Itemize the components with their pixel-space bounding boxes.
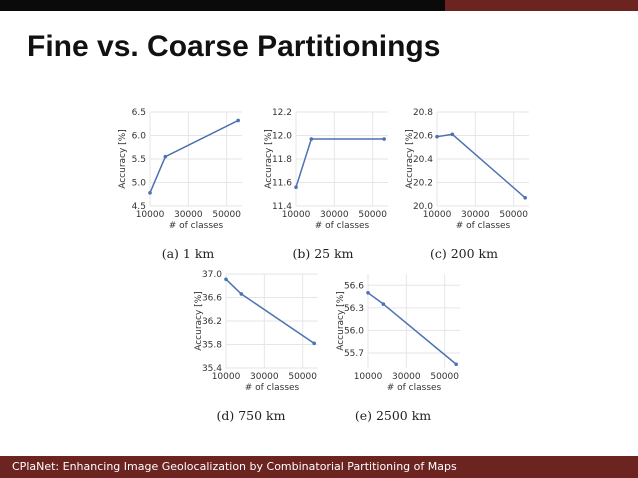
plot-area xyxy=(368,274,460,368)
x-tick-label: 10000 xyxy=(282,210,311,220)
data-point xyxy=(163,154,168,159)
data-point xyxy=(312,341,316,346)
y-tick-label: 5.5 xyxy=(132,155,146,165)
y-tick-label: 12.2 xyxy=(272,108,292,118)
y-tick-label: 36.6 xyxy=(202,294,222,304)
data-point xyxy=(435,134,439,139)
data-point xyxy=(523,195,527,200)
chart-c: 20.0 20.2 20.4 20.6 20.8 10000 30000 50000# of … xyxy=(405,108,529,231)
y-tick-label: 56.6 xyxy=(344,281,364,291)
x-axis-label: # of classes xyxy=(456,221,511,231)
y-axis-label: Accuracy [%] xyxy=(336,291,346,351)
caption-d: (d) 750 km xyxy=(216,408,286,423)
data-point xyxy=(294,185,298,189)
y-tick-label: 11.4 xyxy=(272,202,292,212)
x-tick-label: 50000 xyxy=(499,210,528,220)
data-point xyxy=(381,302,386,306)
y-axis-label: Accuracy [%] xyxy=(405,129,415,189)
x-tick-label: 30000 xyxy=(392,372,421,382)
y-tick-label: 56.3 xyxy=(344,304,364,314)
data-point xyxy=(239,292,244,296)
data-point xyxy=(236,118,240,123)
y-tick-label: 55.7 xyxy=(344,349,364,359)
x-axis-label: # of classes xyxy=(315,221,370,231)
data-point xyxy=(450,132,455,137)
caption-a: (a) 1 km xyxy=(161,246,215,261)
x-tick-label: 50000 xyxy=(212,210,241,220)
y-tick-label: 20.6 xyxy=(413,132,433,142)
data-point xyxy=(454,362,458,367)
footer-bar: CPlaNet: Enhancing Image Geolocalization… xyxy=(0,456,638,478)
y-tick-label: 20.4 xyxy=(413,155,433,165)
y-tick-label: 37.0 xyxy=(202,270,222,280)
x-tick-label: 50000 xyxy=(358,210,387,220)
top-bar xyxy=(0,0,638,11)
caption-c: (c) 200 km xyxy=(430,246,498,261)
top-bar-accent xyxy=(445,0,638,11)
y-axis-label: Accuracy [%] xyxy=(118,129,128,189)
x-tick-label: 10000 xyxy=(354,372,383,382)
y-tick-label: 12.0 xyxy=(272,132,292,142)
y-tick-label: 36.2 xyxy=(202,317,222,327)
x-tick-label: 10000 xyxy=(423,210,452,220)
y-tick-label: 6.0 xyxy=(132,132,147,142)
x-tick-label: 50000 xyxy=(430,372,459,382)
data-point xyxy=(382,137,386,141)
x-tick-label: 30000 xyxy=(461,210,490,220)
y-tick-label: 35.4 xyxy=(202,364,222,374)
data-point xyxy=(309,137,314,141)
chart-d: 35.4 35.8 36.2 36.6 37.0 10000 30000 50000# of … xyxy=(194,270,318,393)
caption-b: (b) 25 km xyxy=(292,246,354,261)
data-point xyxy=(366,291,370,295)
x-axis-label: # of classes xyxy=(169,221,224,231)
slide-title: Fine vs. Coarse Partitionings xyxy=(27,30,441,63)
y-tick-label: 5.0 xyxy=(132,179,147,189)
y-tick-label: 6.5 xyxy=(132,108,146,118)
y-axis-label: Accuracy [%] xyxy=(264,129,274,189)
y-tick-label: 20.8 xyxy=(413,108,433,118)
chart-b: 11.4 11.6 11.8 12.0 12.2 10000 30000 50000# of … xyxy=(264,108,388,231)
y-tick-label: 11.6 xyxy=(272,179,292,189)
chart-e: 55.7 56.0 56.3 56.6 10000 30000 50000# of clas… xyxy=(336,274,460,393)
x-tick-label: 50000 xyxy=(288,372,317,382)
y-tick-label: 56.0 xyxy=(344,326,364,336)
x-tick-label: 10000 xyxy=(136,210,165,220)
x-tick-label: 30000 xyxy=(174,210,203,220)
y-tick-label: 20.0 xyxy=(413,202,433,212)
x-axis-label: # of classes xyxy=(245,383,300,393)
footer-text: CPlaNet: Enhancing Image Geolocalization… xyxy=(12,460,457,473)
y-tick-label: 11.8 xyxy=(272,155,292,165)
x-tick-label: 10000 xyxy=(212,372,241,382)
data-point xyxy=(224,277,228,282)
x-axis-label: # of classes xyxy=(387,383,442,393)
data-point xyxy=(148,191,152,195)
x-tick-label: 30000 xyxy=(250,372,279,382)
x-tick-label: 30000 xyxy=(320,210,349,220)
y-tick-label: 35.8 xyxy=(202,341,222,351)
y-axis-label: Accuracy [%] xyxy=(194,291,204,351)
y-tick-label: 4.5 xyxy=(132,202,146,212)
y-tick-label: 20.2 xyxy=(413,179,433,189)
top-bar-dark xyxy=(0,0,445,11)
chart-a: 4.5 5.0 5.5 6.0 6.5 10000 30000 50000# of class… xyxy=(118,108,242,231)
caption-e: (e) 2500 km xyxy=(354,408,432,423)
